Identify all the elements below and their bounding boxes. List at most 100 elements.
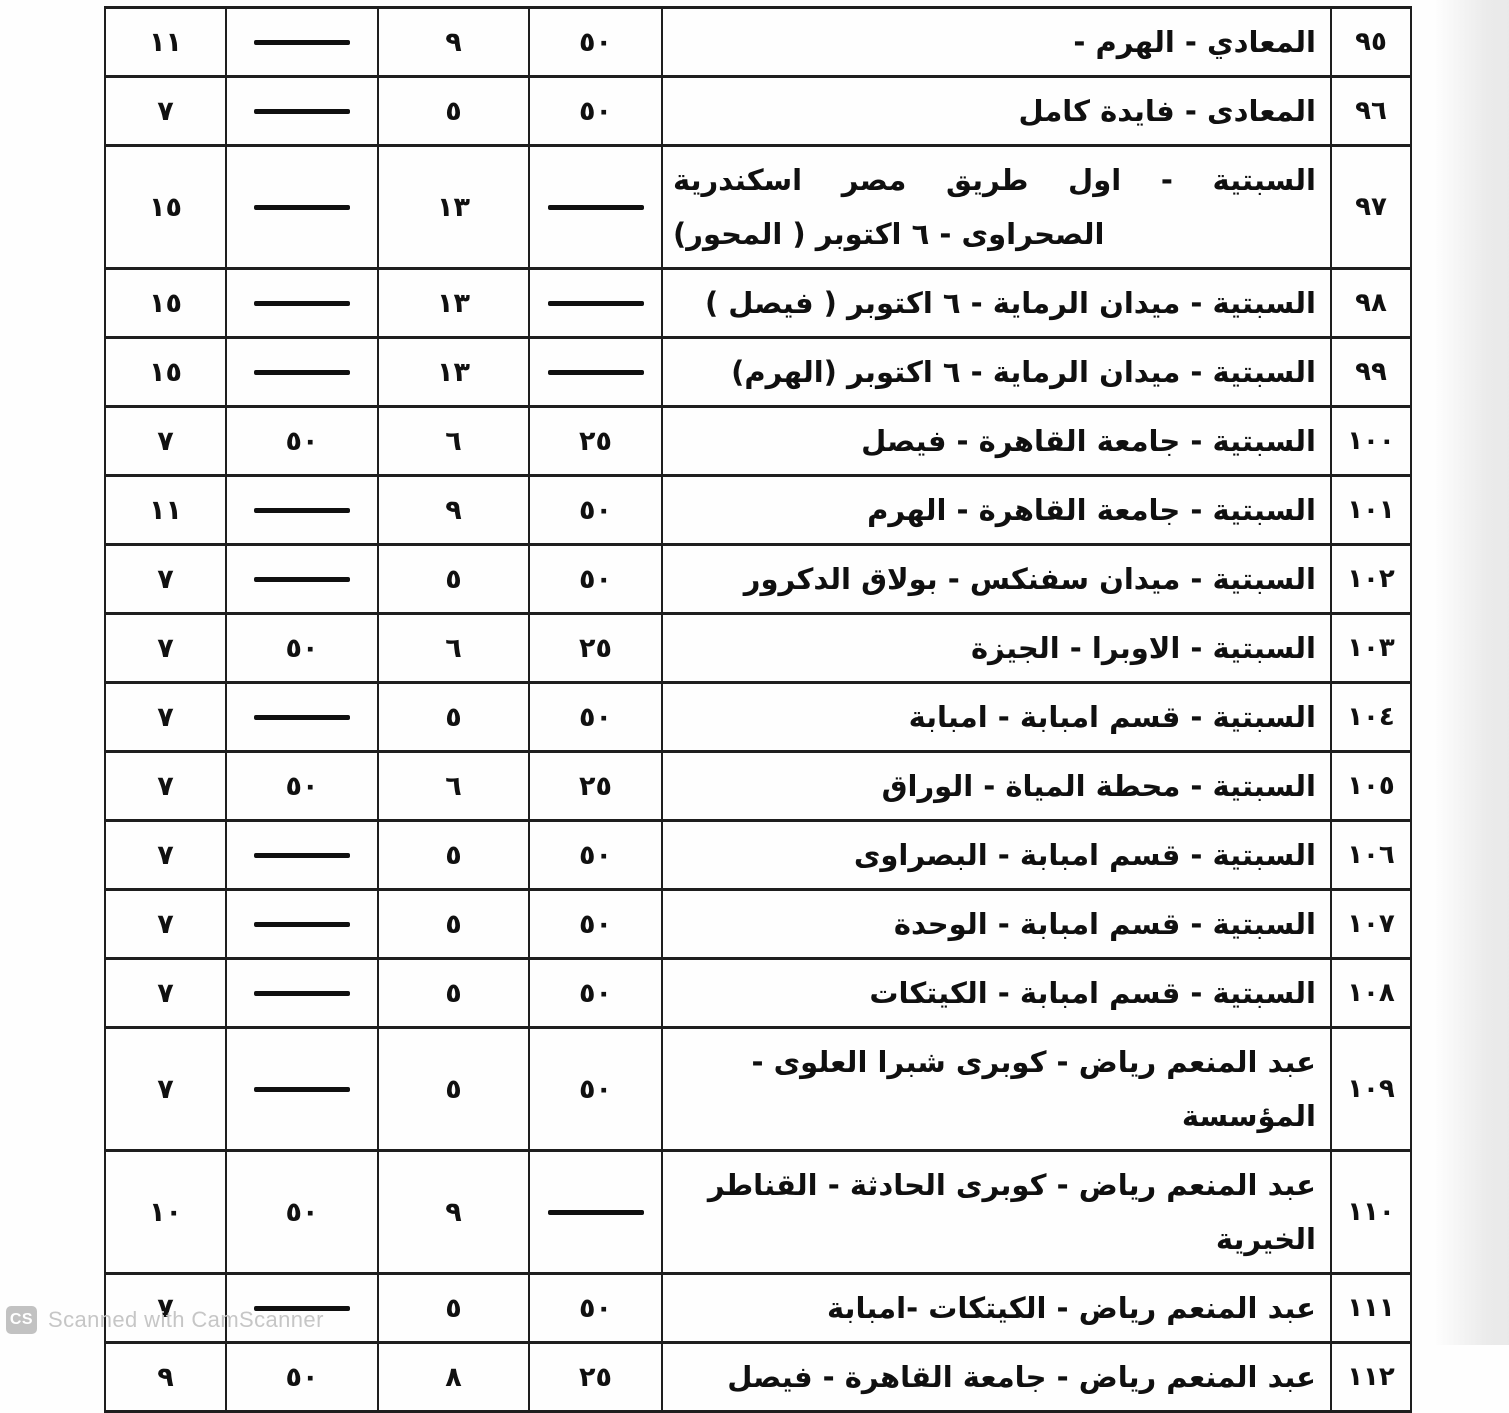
dash-mark xyxy=(254,921,350,927)
route-cell: المعادي - الهرم - xyxy=(661,6,1332,78)
value-cell: ٢٥ xyxy=(528,750,663,822)
camscanner-cs-badge-icon: CS xyxy=(6,1306,37,1334)
row-number-cell: ٩٩ xyxy=(1330,336,1412,408)
value-cell: ٥ xyxy=(377,957,530,1029)
value-cell xyxy=(225,75,379,147)
value-cell: ٥ xyxy=(377,75,530,147)
value-cell: ٥ xyxy=(377,819,530,891)
route-cell: المعادى - فايدة كامل xyxy=(661,75,1332,147)
value-cell: ٧ xyxy=(104,612,227,684)
route-cell: السبتية - قسم امبابة - امبابة xyxy=(661,681,1332,753)
value-cell: ٧ xyxy=(104,1272,227,1344)
value-cell: ٥٠ xyxy=(528,681,663,753)
table-row: ١١٠ عبد المنعم رياض - كوبرى الحادثة - الق… xyxy=(104,1149,1412,1275)
value-cell: ٧ xyxy=(104,681,227,753)
table-row: ١٠٨ السبتية - قسم امبابة - الكيتكات ٥٠ ٥ ٧ xyxy=(104,957,1412,1029)
dash-mark xyxy=(254,369,350,375)
value-cell xyxy=(225,474,379,546)
row-number-cell: ١٠٧ xyxy=(1330,888,1412,960)
route-cell: السبتية - قسم امبابة - الوحدة xyxy=(661,888,1332,960)
dash-mark xyxy=(547,300,644,306)
value-cell: ٧ xyxy=(104,750,227,822)
value-cell: ٦ xyxy=(377,750,530,822)
row-number-cell: ١٠١ xyxy=(1330,474,1412,546)
row-number-cell: ١١١ xyxy=(1330,1272,1412,1344)
route-cell: السبتية - الاوبرا - الجيزة xyxy=(661,612,1332,684)
value-cell: ٨ xyxy=(377,1341,530,1413)
route-cell: عبد المنعم رياض - جامعة القاهرة - فيصل xyxy=(661,1341,1332,1413)
value-cell: ٧ xyxy=(104,75,227,147)
row-number-cell: ١١٢ xyxy=(1330,1341,1412,1413)
value-cell: ٥٠ xyxy=(528,819,663,891)
dash-mark xyxy=(254,576,350,582)
value-cell: ٧ xyxy=(104,957,227,1029)
value-cell xyxy=(225,888,379,960)
route-cell: السبتية - قسم امبابة - الكيتكات xyxy=(661,957,1332,1029)
table-row: ١٠٦ السبتية - قسم امبابة - البصراوى ٥٠ ٥ ٧ xyxy=(104,819,1412,891)
table-row: ٩٨ السبتية - ميدان الرماية - ٦ اكتوبر ( ف… xyxy=(104,267,1412,339)
value-cell: ١٣ xyxy=(377,267,530,339)
dash-mark xyxy=(254,990,350,996)
value-cell: ٢٥ xyxy=(528,405,663,477)
table-row: ١٠٩ عبد المنعم رياض - كوبرى شبرا العلوى -… xyxy=(104,1026,1412,1152)
dash-mark xyxy=(254,714,350,720)
value-cell xyxy=(528,336,663,408)
row-number-cell: ١٠٥ xyxy=(1330,750,1412,822)
value-cell xyxy=(225,543,379,615)
value-cell: ٥٠ xyxy=(225,750,379,822)
dash-mark xyxy=(254,507,350,513)
routes-table-body: ٩٥ المعادي - الهرم -٥٠ ٩ ١١ ٩٦ المعادى - فايد… xyxy=(104,6,1412,1413)
camscanner-watermark: CS Scanned with CamScanner xyxy=(6,1306,324,1334)
value-cell: ٦ xyxy=(377,612,530,684)
value-cell xyxy=(225,819,379,891)
value-cell: ١٥ xyxy=(104,267,227,339)
value-cell: ٧ xyxy=(104,888,227,960)
route-cell: عبد المنعم رياض - الكيتكات -امبابة xyxy=(661,1272,1332,1344)
dash-mark xyxy=(547,369,644,375)
value-cell: ٥٠ xyxy=(225,612,379,684)
row-number-cell: ٩٥ xyxy=(1330,6,1412,78)
value-cell: ٥٠ xyxy=(528,1026,663,1152)
table-row: ١٠١ السبتية - جامعة القاهرة - الهرم ٥٠ ٩ ١١ xyxy=(104,474,1412,546)
value-cell: ٥٠ xyxy=(528,957,663,1029)
value-cell xyxy=(528,267,663,339)
route-cell: عبد المنعم رياض - كوبرى الحادثة - القناط… xyxy=(661,1149,1332,1275)
value-cell: ٥٠ xyxy=(225,405,379,477)
row-number-cell: ١٠٢ xyxy=(1330,543,1412,615)
value-cell xyxy=(225,1272,379,1344)
row-number-cell: ٩٨ xyxy=(1330,267,1412,339)
value-cell: ٩ xyxy=(104,1341,227,1413)
row-number-cell: ١٠٨ xyxy=(1330,957,1412,1029)
value-cell: ١٥ xyxy=(104,144,227,270)
value-cell: ٢٥ xyxy=(528,612,663,684)
table-row: ١٠٣ السبتية - الاوبرا - الجيزة ٢٥ ٦ ٥٠ ٧ xyxy=(104,612,1412,684)
value-cell: ٥٠ xyxy=(528,474,663,546)
dash-mark xyxy=(254,1086,350,1092)
value-cell: ١١ xyxy=(104,6,227,78)
row-number-cell: ١١٠ xyxy=(1330,1149,1412,1275)
dash-mark xyxy=(547,204,644,210)
row-number-cell: ١٠٦ xyxy=(1330,819,1412,891)
value-cell xyxy=(528,144,663,270)
value-cell: ٦ xyxy=(377,405,530,477)
value-cell: ٩ xyxy=(377,1149,530,1275)
row-number-cell: ١٠٤ xyxy=(1330,681,1412,753)
table-row: ١٠٤ السبتية - قسم امبابة - امبابة ٥٠ ٥ ٧ xyxy=(104,681,1412,753)
route-cell: السبتية - ميدان الرماية - ٦ اكتوبر ( فيص… xyxy=(661,267,1332,339)
table-row: ١٠٧ السبتية - قسم امبابة - الوحدة ٥٠ ٥ ٧ xyxy=(104,888,1412,960)
value-cell xyxy=(225,336,379,408)
value-cell: ٢٥ xyxy=(528,1341,663,1413)
value-cell: ١٠ xyxy=(104,1149,227,1275)
table-row: ٩٦ المعادى - فايدة كامل ٥٠ ٥ ٧ xyxy=(104,75,1412,147)
row-number-cell: ٩٧ xyxy=(1330,144,1412,270)
camscanner-watermark-text: Scanned with CamScanner xyxy=(48,1307,324,1332)
dash-mark xyxy=(254,204,350,210)
value-cell: ١٣ xyxy=(377,144,530,270)
dash-mark xyxy=(254,300,350,306)
value-cell: ١٥ xyxy=(104,336,227,408)
value-cell: ٥ xyxy=(377,1026,530,1152)
row-number-cell: ١٠٩ xyxy=(1330,1026,1412,1152)
value-cell: ٥٠ xyxy=(225,1341,379,1413)
table-row: ٩٧ السبتية - اول طريق مصر اسكندرية الصحرا… xyxy=(104,144,1412,270)
value-cell: ٥٠ xyxy=(225,1149,379,1275)
